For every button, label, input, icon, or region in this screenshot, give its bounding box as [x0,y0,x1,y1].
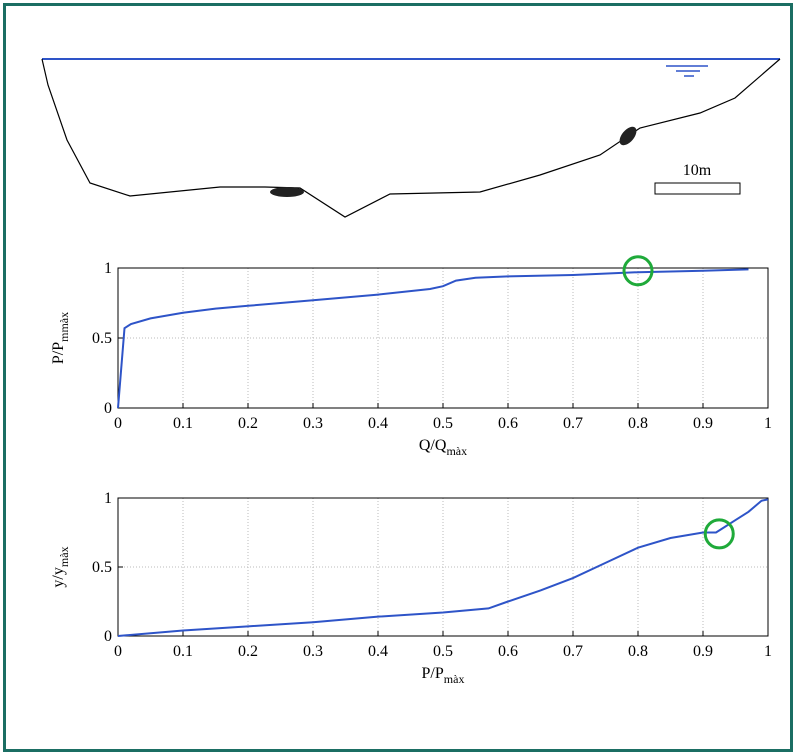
x-tick-label: 0.7 [563,643,583,660]
sediment-deposit [270,187,304,197]
x-axis-label-main: P/P [422,665,444,682]
y-tick-label: 1 [104,490,112,507]
x-tick-label: 0 [114,643,122,660]
x-axis-label-sub: màx [446,444,467,458]
sediment-deposit [616,124,639,149]
x-tick-label: 0.8 [628,415,648,432]
x-tick-label: 0.4 [368,415,388,432]
x-tick-label: 0.2 [238,643,258,660]
y-tick-label: 0 [104,400,112,417]
cross-section: 10m [42,59,780,217]
x-tick-label: 0.3 [303,643,323,660]
x-axis-label-main: Q/Q [419,437,447,454]
x-tick-label: 0.1 [173,415,193,432]
x-axis-label-sub: màx [444,672,465,686]
y-tick-label: 0.5 [92,559,112,576]
x-tick-label: 0.4 [368,643,388,660]
x-tick-label: 1 [764,643,772,660]
y-axis-label-main: P/P [50,342,67,364]
x-tick-label: 0.5 [433,643,453,660]
y-axis-label: P/Pmmàx [50,312,71,364]
y-axis-label-sub: mmàx [57,312,71,342]
x-tick-label: 0.9 [693,643,713,660]
highlight-circle [705,520,733,548]
x-axis-label: P/Pmàx [422,665,465,686]
x-tick-label: 1 [764,415,772,432]
y-tick-label: 0 [104,628,112,645]
y-axis-label-sub: màx [57,546,71,567]
x-tick-label: 0 [114,415,122,432]
x-tick-label: 0.5 [433,415,453,432]
x-tick-label: 0.1 [173,643,193,660]
data-line [118,269,749,408]
y-tick-label: 1 [104,260,112,277]
y-axis-label-main: y/y [50,567,67,587]
scale-label: 10m [683,162,712,179]
x-axis-label: Q/Qmàx [419,437,467,458]
x-tick-label: 0.6 [498,415,518,432]
figure: 10m 0 0.1 0.2 0.3 0.4 0.5 0.6 0.7 0.8 0.9 1 0 0.5 1 Q/… [0,0,796,756]
x-tick-label: 0.8 [628,643,648,660]
y-axis-label: y/ymàx [50,546,71,587]
x-tick-label: 0.9 [693,415,713,432]
scale-bar [655,183,740,194]
x-tick-label: 0.2 [238,415,258,432]
x-tick-label: 0.7 [563,415,583,432]
y-tick-label: 0.5 [92,330,112,347]
x-tick-label: 0.3 [303,415,323,432]
x-tick-label: 0.6 [498,643,518,660]
